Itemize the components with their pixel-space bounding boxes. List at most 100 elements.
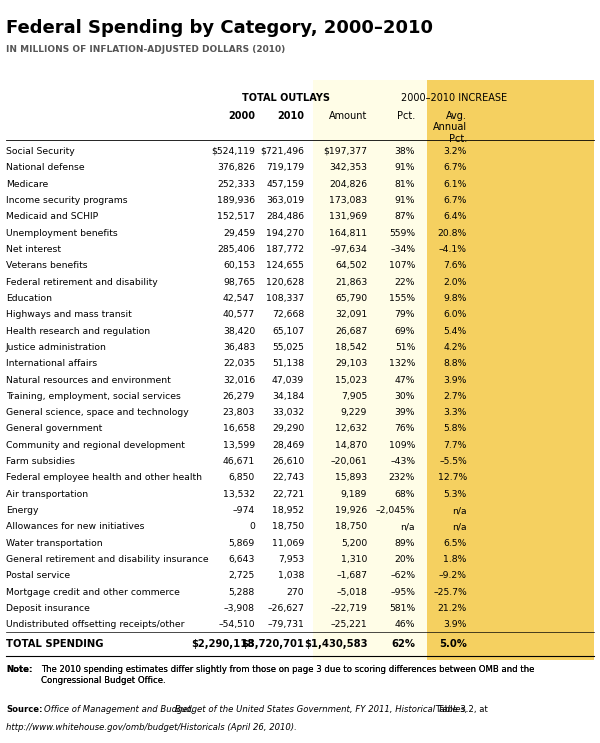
- Text: $721,496: $721,496: [260, 147, 304, 156]
- Text: Federal Spending by Category, 2000–2010: Federal Spending by Category, 2000–2010: [6, 19, 433, 36]
- Text: 47%: 47%: [395, 375, 415, 385]
- Text: Justice administration: Justice administration: [6, 343, 107, 352]
- Text: 13,599: 13,599: [223, 441, 255, 450]
- Text: 5.0%: 5.0%: [439, 639, 467, 649]
- Text: 270: 270: [287, 588, 304, 597]
- Text: –62%: –62%: [390, 571, 415, 580]
- Text: 1,310: 1,310: [341, 555, 367, 564]
- Text: 20.8%: 20.8%: [437, 229, 467, 238]
- Text: 26,279: 26,279: [223, 392, 255, 400]
- Text: 124,655: 124,655: [266, 262, 304, 270]
- Text: 68%: 68%: [395, 490, 415, 499]
- Text: Budget of the United States Government, FY 2011, Historical Tables,: Budget of the United States Government, …: [175, 704, 468, 713]
- Text: 72,668: 72,668: [272, 311, 304, 319]
- Text: The 2010 spending estimates differ slightly from those on page 3 due to scoring : The 2010 spending estimates differ sligh…: [41, 665, 534, 684]
- Text: Avg.
Annual
Pct.: Avg. Annual Pct.: [433, 111, 467, 144]
- Text: 9,229: 9,229: [341, 408, 367, 417]
- Text: 21,863: 21,863: [335, 278, 367, 287]
- Text: 89%: 89%: [395, 539, 415, 548]
- Text: 26,610: 26,610: [272, 457, 304, 466]
- Text: $1,430,583: $1,430,583: [304, 639, 367, 649]
- Text: 152,517: 152,517: [217, 212, 255, 221]
- Text: 3.2%: 3.2%: [443, 147, 467, 156]
- Text: 194,270: 194,270: [266, 229, 304, 238]
- Text: 15,023: 15,023: [335, 375, 367, 385]
- Text: 13,532: 13,532: [223, 490, 255, 499]
- Text: $524,119: $524,119: [211, 147, 255, 156]
- Text: 79%: 79%: [395, 311, 415, 319]
- Text: 132%: 132%: [389, 359, 415, 369]
- Text: Air transportation: Air transportation: [6, 490, 88, 499]
- Text: General retirement and disability insurance: General retirement and disability insura…: [6, 555, 209, 564]
- Text: 252,333: 252,333: [217, 180, 255, 189]
- Text: 29,459: 29,459: [223, 229, 255, 238]
- Text: 187,772: 187,772: [266, 245, 304, 254]
- Text: 5.4%: 5.4%: [443, 326, 467, 336]
- Text: 6,643: 6,643: [229, 555, 255, 564]
- Text: 8.8%: 8.8%: [443, 359, 467, 369]
- Text: Natural resources and environment: Natural resources and environment: [6, 375, 171, 385]
- Text: International affairs: International affairs: [6, 359, 97, 369]
- Text: 131,969: 131,969: [329, 212, 367, 221]
- Text: –5.5%: –5.5%: [439, 457, 467, 466]
- Text: 34,184: 34,184: [272, 392, 304, 400]
- Text: Federal retirement and disability: Federal retirement and disability: [6, 278, 158, 287]
- Text: 32,091: 32,091: [335, 311, 367, 319]
- Text: 4.2%: 4.2%: [443, 343, 467, 352]
- Text: 69%: 69%: [395, 326, 415, 336]
- Text: 42,547: 42,547: [223, 294, 255, 303]
- Text: Pct.: Pct.: [397, 111, 415, 120]
- Text: 5.3%: 5.3%: [443, 490, 467, 499]
- Text: Source:: Source:: [6, 704, 43, 713]
- Text: 5.8%: 5.8%: [443, 424, 467, 433]
- Text: 2,725: 2,725: [229, 571, 255, 580]
- Bar: [427, 80, 594, 660]
- Text: 457,159: 457,159: [266, 180, 304, 189]
- Text: 28,469: 28,469: [272, 441, 304, 450]
- Text: 21.2%: 21.2%: [437, 604, 467, 613]
- Text: 5,200: 5,200: [341, 539, 367, 548]
- Text: General government: General government: [6, 424, 102, 433]
- Text: 81%: 81%: [395, 180, 415, 189]
- Text: Table 3.2, at: Table 3.2, at: [433, 704, 488, 713]
- Text: 18,750: 18,750: [335, 522, 367, 531]
- Text: 2000: 2000: [228, 111, 255, 120]
- Text: 29,290: 29,290: [272, 424, 304, 433]
- Text: 6.1%: 6.1%: [443, 180, 467, 189]
- Text: 55,025: 55,025: [272, 343, 304, 352]
- Text: http://www.whitehouse.gov/omb/budget/Historicals (April 26, 2010).: http://www.whitehouse.gov/omb/budget/His…: [6, 723, 297, 732]
- Text: –3,908: –3,908: [224, 604, 255, 613]
- Text: 7,905: 7,905: [341, 392, 367, 400]
- Text: Water transportation: Water transportation: [6, 539, 103, 548]
- Text: n/a: n/a: [401, 522, 415, 531]
- Text: 559%: 559%: [389, 229, 415, 238]
- Text: 3.9%: 3.9%: [443, 375, 467, 385]
- Text: 64,502: 64,502: [335, 262, 367, 270]
- Text: 32,016: 32,016: [223, 375, 255, 385]
- Text: TOTAL OUTLAYS: TOTAL OUTLAYS: [242, 93, 329, 103]
- Text: 29,103: 29,103: [335, 359, 367, 369]
- Text: 7.7%: 7.7%: [443, 441, 467, 450]
- Text: 719,179: 719,179: [266, 163, 304, 172]
- Text: 46%: 46%: [395, 620, 415, 629]
- Text: 6.5%: 6.5%: [443, 539, 467, 548]
- Text: Veterans benefits: Veterans benefits: [6, 262, 88, 270]
- Text: General science, space and technology: General science, space and technology: [6, 408, 189, 417]
- Text: 6.7%: 6.7%: [443, 163, 467, 172]
- Text: 363,019: 363,019: [266, 196, 304, 205]
- Text: 65,790: 65,790: [335, 294, 367, 303]
- Text: 36,483: 36,483: [223, 343, 255, 352]
- Text: 7.6%: 7.6%: [443, 262, 467, 270]
- Text: 6,850: 6,850: [229, 473, 255, 482]
- Text: –26,627: –26,627: [268, 604, 304, 613]
- Text: Note:: Note:: [6, 665, 32, 674]
- Text: 173,083: 173,083: [329, 196, 367, 205]
- Text: Postal service: Postal service: [6, 571, 70, 580]
- Text: 22,743: 22,743: [272, 473, 304, 482]
- Text: 51%: 51%: [395, 343, 415, 352]
- Text: Social Security: Social Security: [6, 147, 75, 156]
- Text: 7,953: 7,953: [278, 555, 304, 564]
- Text: 376,826: 376,826: [217, 163, 255, 172]
- Text: 108,337: 108,337: [266, 294, 304, 303]
- Text: 2010: 2010: [277, 111, 304, 120]
